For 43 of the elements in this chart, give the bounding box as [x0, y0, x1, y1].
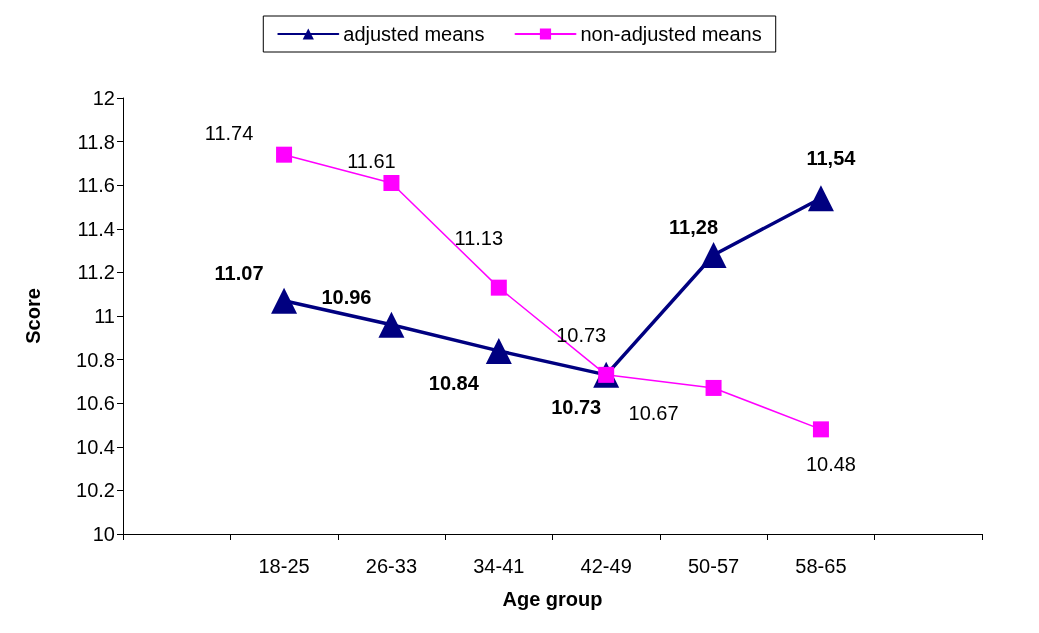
y-tick-label: 10.8 — [76, 348, 115, 371]
y-tick-label: 11.8 — [77, 130, 115, 153]
x-tick-label: 58-65 — [795, 555, 847, 577]
point — [485, 337, 512, 364]
point — [812, 421, 829, 438]
y-tick-label: 10.6 — [76, 392, 115, 415]
point — [383, 175, 400, 192]
y-axis-title: Score — [22, 288, 44, 344]
x-tick-label: 26-33 — [365, 555, 418, 577]
y-tick-label: 10.4 — [76, 435, 115, 458]
point — [807, 185, 834, 212]
data-label: 11.74 — [204, 121, 254, 144]
data-label: 10.96 — [321, 285, 372, 308]
x-tick-label: 34-41 — [473, 555, 525, 577]
data-label: 10.73 — [556, 323, 607, 346]
y-tick-label: 11 — [94, 305, 115, 327]
y-tick-label: 10 — [92, 523, 115, 545]
point — [490, 279, 507, 296]
y-tick-label: 11.4 — [77, 217, 115, 240]
y-tick-label: 11.2 — [77, 261, 115, 284]
data-label: 10.48 — [805, 453, 856, 476]
point — [271, 287, 298, 314]
x-tick-label: 50-57 — [687, 555, 740, 577]
data-label: 10.67 — [628, 401, 679, 424]
x-tick-label: 42-49 — [580, 555, 632, 577]
legend-label: non-adjusted means — [580, 23, 762, 45]
data-label: 11,54 — [806, 147, 857, 170]
y-tick-label: 12 — [92, 87, 115, 109]
data-label: 10.84 — [428, 371, 480, 394]
data-label: 11.07 — [214, 261, 264, 284]
point — [276, 146, 293, 163]
data-label: 11,28 — [669, 215, 719, 238]
y-tick-label: 10.2 — [76, 479, 115, 502]
point — [378, 311, 405, 338]
data-label: 11.13 — [454, 226, 504, 249]
data-label: 11.61 — [347, 150, 396, 173]
x-axis-title: Age group — [502, 588, 603, 610]
point — [700, 241, 727, 268]
point — [705, 379, 722, 396]
x-tick-label: 18-25 — [258, 555, 310, 577]
legend-label: adjusted means — [343, 23, 485, 45]
y-tick-label: 11.6 — [77, 174, 115, 197]
data-label: 10.73 — [551, 395, 602, 418]
